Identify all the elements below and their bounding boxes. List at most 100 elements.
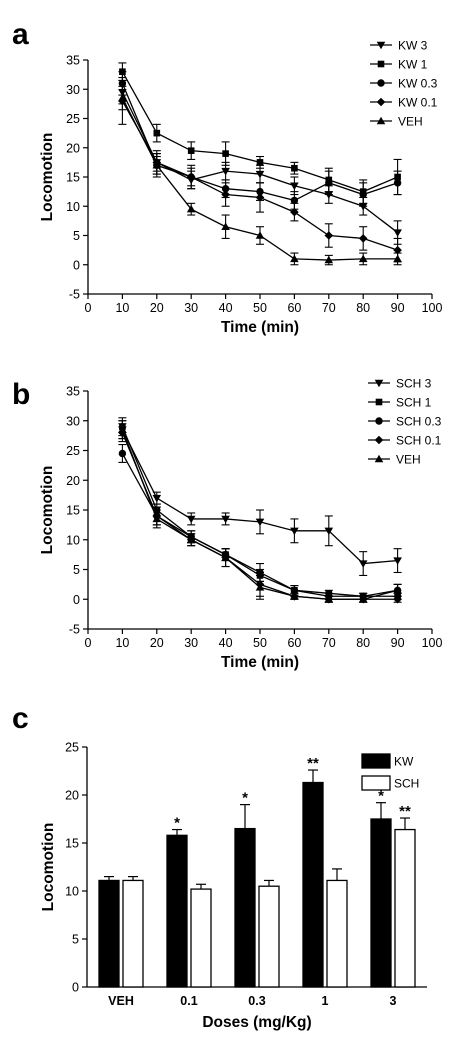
significance-mark: * xyxy=(174,815,180,832)
y-tick-label: 15 xyxy=(65,837,79,851)
legend-entry: KW 1 xyxy=(398,58,428,72)
y-tick-label: 20 xyxy=(66,474,80,488)
data-point xyxy=(255,193,265,202)
legend-entry: SCH 1 xyxy=(396,396,432,410)
data-point xyxy=(153,129,161,137)
data-point xyxy=(290,196,299,205)
data-point xyxy=(118,449,127,458)
data-point xyxy=(290,207,299,217)
bar-sch xyxy=(326,879,348,988)
x-tick-label: 90 xyxy=(391,301,405,315)
data-point xyxy=(255,518,265,527)
data-point xyxy=(152,514,162,523)
x-axis-label: Doses (mg/Kg) xyxy=(202,1014,311,1031)
legend-entry: KW xyxy=(394,755,414,769)
y-tick-label: 0 xyxy=(72,981,79,995)
y-tick-label: 5 xyxy=(73,229,80,243)
data-point xyxy=(186,515,196,524)
bar-sch xyxy=(190,888,212,988)
data-point xyxy=(118,93,127,102)
y-tick-label: 25 xyxy=(66,444,80,458)
data-point xyxy=(358,594,368,603)
legend-marker xyxy=(376,97,386,107)
legend-marker xyxy=(375,417,383,425)
legend-entry: VEH xyxy=(398,115,423,129)
significance-mark: * xyxy=(378,788,384,805)
x-tick-label: 80 xyxy=(356,301,370,315)
data-point xyxy=(358,560,368,568)
legend-marker xyxy=(374,379,384,388)
panel-letter-a: a xyxy=(12,18,29,51)
x-tick-label: 0 xyxy=(85,301,92,315)
legend-swatch xyxy=(361,753,391,769)
legend-marker xyxy=(374,454,384,463)
y-axis-label: Locomotion xyxy=(39,466,56,555)
legend: KW SCH xyxy=(361,753,419,791)
x-tick-label: 40 xyxy=(219,636,233,650)
series-veh xyxy=(118,85,402,266)
series-line xyxy=(121,429,398,565)
y-tick-label: 35 xyxy=(66,54,80,68)
data-point xyxy=(221,190,230,199)
bar-kw xyxy=(302,781,324,988)
y-tick-label: 30 xyxy=(66,83,80,97)
x-tick-label: 50 xyxy=(253,636,267,650)
y-tick-label: 0 xyxy=(73,258,80,272)
legend-entry: SCH 3 xyxy=(396,377,432,391)
data-point xyxy=(255,170,265,179)
x-axis-label: Time (min) xyxy=(221,654,299,671)
x-tick-label: 3 xyxy=(390,994,397,1008)
legend-swatch xyxy=(361,775,391,791)
data-point xyxy=(186,204,196,213)
x-tick-label: 0.3 xyxy=(248,994,265,1008)
x-tick-label: 100 xyxy=(422,636,443,650)
data-point xyxy=(221,553,230,561)
data-point xyxy=(324,255,334,264)
data-point xyxy=(186,535,196,543)
data-point xyxy=(290,591,299,600)
significance-mark: * xyxy=(242,790,248,807)
panel-a: a -5 0 5 10 15 20 25 30 35 0 10 20 30 40 50 60 70 80 90 100 T… xyxy=(12,18,442,336)
data-point xyxy=(255,583,265,591)
x-tick-label: 60 xyxy=(287,636,301,650)
legend-entry: KW 3 xyxy=(398,39,428,53)
legend: SCH 3 SCH 1 SCH 0.3 SCH 0.1 VEH xyxy=(368,377,442,467)
bar-kw xyxy=(98,879,120,988)
significance-mark: ** xyxy=(307,755,319,772)
data-point xyxy=(393,245,402,255)
y-tick-label: -5 xyxy=(69,288,80,302)
x-tick-label: 90 xyxy=(391,636,405,650)
y-tick-label: 15 xyxy=(66,504,80,518)
y-tick-label: 10 xyxy=(66,200,80,214)
data-point xyxy=(222,150,229,157)
legend-marker xyxy=(377,79,385,87)
x-tick-label: 60 xyxy=(287,301,301,315)
x-tick-label: 80 xyxy=(356,636,370,650)
x-tick-label: 10 xyxy=(115,301,129,315)
legend-entry: VEH xyxy=(396,453,421,467)
data-point xyxy=(324,231,334,240)
legend-entry: SCH xyxy=(394,777,419,791)
y-tick-label: -5 xyxy=(69,623,80,637)
data-point xyxy=(359,190,367,199)
legend-marker xyxy=(374,435,384,445)
data-point xyxy=(221,222,230,230)
x-tick-label: 1 xyxy=(322,994,329,1008)
x-tick-label: 30 xyxy=(184,636,198,650)
x-tick-label: 30 xyxy=(184,301,198,315)
data-point xyxy=(221,167,230,176)
data-point xyxy=(393,254,402,263)
panel-b: b -5 0 5 10 15 20 25 30 35 0 10 20 30 40 50 60 70 80 90 100 T… xyxy=(12,377,442,672)
y-tick-label: 30 xyxy=(66,414,80,428)
data-point xyxy=(393,594,402,604)
y-tick-label: 20 xyxy=(66,141,80,155)
y-tick-label: 25 xyxy=(66,112,80,126)
x-tick-label: 40 xyxy=(219,301,233,315)
data-point xyxy=(152,494,162,503)
y-axis-label: Locomotion xyxy=(40,823,57,912)
x-tick-label: 100 xyxy=(422,301,443,315)
data-point xyxy=(186,172,196,182)
data-point xyxy=(393,586,402,594)
x-tick-label: 10 xyxy=(115,636,129,650)
series-veh xyxy=(118,420,402,603)
